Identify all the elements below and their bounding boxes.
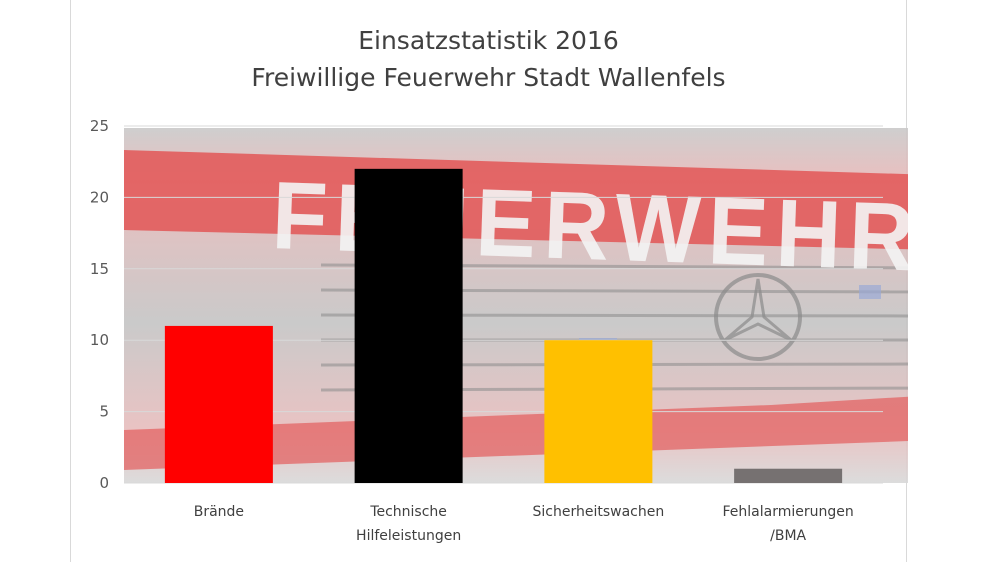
category-label-3-line-1: /BMA <box>770 528 806 544</box>
y-tick-label-10: 10 <box>90 331 109 349</box>
y-tick-label-0: 0 <box>99 474 109 492</box>
category-label-1-line-0: Technische <box>369 504 447 520</box>
category-label-1-line-1: Hilfeleistungen <box>356 528 461 544</box>
category-label-2-line-0: Sicherheitswachen <box>533 504 665 520</box>
bar-3 <box>734 468 843 483</box>
y-tick-label-15: 15 <box>90 260 109 278</box>
category-label-0-line-0: Brände <box>194 504 244 520</box>
bar-0 <box>164 325 273 483</box>
category-label-3-line-0: Fehlalarmierungen <box>723 504 854 520</box>
y-tick-label-20: 20 <box>90 188 109 206</box>
bar-2 <box>544 340 653 483</box>
background-photo: FEUERWEHR <box>124 128 908 483</box>
chart-title-line-1: Einsatzstatistik 2016 <box>358 26 619 55</box>
y-axis-ticks: 0 5 10 15 20 25 <box>90 117 109 492</box>
chart-title-line-2: Freiwillige Feuerwehr Stadt Wallenfels <box>251 63 726 92</box>
bars <box>164 168 843 483</box>
x-axis-labels: Brände Technische Hilfeleistungen Sicherhei… <box>194 504 854 544</box>
bar-chart: FEUERWEHR 0 5 10 15 20 25 Brände Technische Hil… <box>90 117 908 544</box>
chart-frame: Einsatzstatistik 2016 Freiwillige Feuerw… <box>70 0 908 562</box>
y-tick-label-5: 5 <box>99 403 109 421</box>
bar-1 <box>354 168 463 483</box>
y-tick-label-25: 25 <box>90 117 109 135</box>
